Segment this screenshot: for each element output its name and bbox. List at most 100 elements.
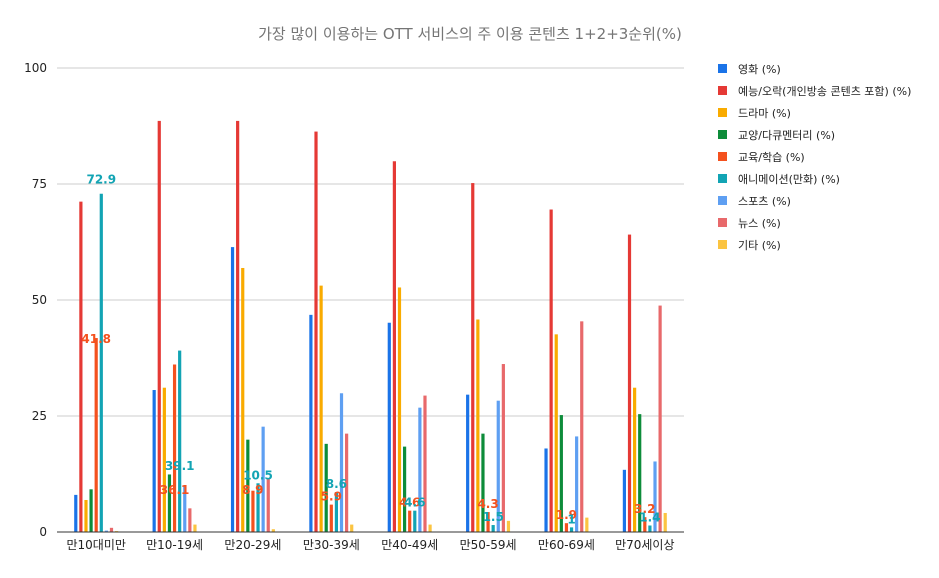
- bar-3-7: [345, 433, 349, 532]
- bar-1-8: [193, 524, 197, 532]
- bar-5-1: [471, 183, 475, 532]
- bar-6-5: [569, 527, 574, 532]
- data-label: 4.6: [404, 496, 425, 510]
- bar-2-6: [261, 426, 265, 532]
- bar-1-1: [157, 120, 161, 533]
- bar-4-1: [392, 161, 396, 532]
- data-label: 72.9: [86, 173, 116, 187]
- x-tick-label: 만10-19세: [146, 538, 203, 552]
- data-label: 4.6: [399, 496, 420, 510]
- bars: [74, 120, 667, 533]
- data-label: 4.3: [477, 497, 498, 511]
- chart-title: 가장 많이 이용하는 OTT 서비스의 주 이용 콘텐츠 1+2+3순위(%): [258, 25, 682, 43]
- legend-swatch: [718, 152, 727, 161]
- bar-3-5: [334, 492, 339, 532]
- bar-6-8: [585, 517, 589, 532]
- bar-3-3: [324, 443, 328, 532]
- bar-0-0: [74, 494, 78, 532]
- data-label: 8.6: [326, 477, 347, 491]
- legend-swatch: [718, 240, 727, 249]
- bar-1-2: [162, 387, 166, 532]
- legend-label: 스포츠 (%): [738, 195, 791, 208]
- bar-5-2: [476, 319, 480, 532]
- data-label: 39.1: [165, 459, 195, 473]
- y-axis-ticks: 0 25 50 75 100: [24, 61, 47, 539]
- x-tick-label: 만60-69세: [538, 538, 595, 552]
- x-tick-label: 만40-49세: [381, 538, 438, 552]
- bar-2-2: [241, 267, 245, 532]
- bar-7-4: [643, 517, 647, 532]
- bar-5-4: [486, 512, 490, 532]
- legend-label: 드라마 (%): [738, 107, 791, 120]
- bar-1-3: [167, 474, 172, 532]
- bar-0-2: [84, 499, 88, 532]
- y-tick-label: 50: [32, 293, 47, 307]
- data-label: 1: [567, 512, 575, 526]
- bar-6-0: [544, 448, 548, 532]
- gridlines: [57, 67, 684, 417]
- bar-3-6: [339, 393, 344, 532]
- legend-label: 애니메이션(만화) (%): [738, 173, 840, 186]
- bar-7-2: [633, 387, 637, 532]
- bar-3-0: [309, 314, 313, 532]
- data-label: 5.9: [321, 490, 342, 504]
- legend-swatch: [718, 108, 727, 117]
- bar-5-8: [506, 520, 511, 532]
- bar-7-8: [663, 512, 667, 532]
- bar-2-1: [236, 120, 240, 533]
- x-tick-label: 만20-29세: [224, 538, 281, 552]
- bar-6-2: [554, 334, 558, 532]
- y-tick-label: 75: [32, 177, 47, 191]
- bar-0-4: [94, 338, 98, 532]
- legend-swatch: [718, 196, 727, 205]
- bar-4-6: [418, 407, 422, 532]
- bar-0-1: [79, 201, 83, 532]
- bar-4-4: [408, 510, 412, 532]
- bar-4-5: [413, 510, 417, 532]
- bar-6-6: [575, 436, 579, 532]
- bar-1-6: [183, 486, 187, 532]
- legend-label: 교양/다큐멘터리 (%): [738, 129, 835, 142]
- legend: 영화 (%) 예능/오락(개인방송 콘텐츠 포함) (%) 드라마 (%) 교양/다큐…: [718, 63, 911, 252]
- bar-5-5: [491, 525, 495, 532]
- bar-7-3: [638, 414, 642, 532]
- bar-2-3: [246, 439, 250, 532]
- bar-1-0: [152, 390, 156, 532]
- bar-0-7: [109, 527, 114, 532]
- x-axis-ticks: 만10대미만 만10-19세 만20-29세 만30-39세 만40-49세 만50-59…: [66, 538, 674, 552]
- bar-1-7: [188, 508, 192, 532]
- x-tick-label: 만30-39세: [303, 538, 360, 552]
- legend-label: 영화 (%): [738, 63, 781, 76]
- bar-5-6: [496, 400, 500, 532]
- bar-4-8: [428, 524, 432, 532]
- x-tick-label: 만50-59세: [460, 538, 517, 552]
- y-tick-label: 100: [24, 61, 47, 75]
- bar-6-4: [564, 523, 569, 532]
- bar-5-7: [501, 364, 505, 532]
- legend-swatch: [718, 64, 727, 73]
- bar-7-7: [658, 305, 662, 532]
- bar-3-1: [314, 131, 318, 532]
- bar-0-5: [99, 193, 103, 533]
- bar-3-4: [329, 504, 333, 532]
- data-label: 3.2: [634, 502, 655, 516]
- legend-swatch: [718, 218, 727, 227]
- x-tick-label: 만70세이상: [615, 538, 674, 552]
- bar-1-4: [172, 364, 177, 532]
- legend-label: 교육/학습 (%): [738, 151, 805, 164]
- legend-swatch: [718, 130, 727, 139]
- data-label: 41.8: [81, 332, 111, 346]
- data-label: 1.5: [483, 510, 504, 524]
- bar-2-8: [271, 529, 275, 532]
- legend-swatch: [718, 86, 727, 95]
- bar-3-8: [350, 524, 354, 532]
- bar-4-0: [387, 322, 391, 532]
- bar-4-7: [423, 395, 427, 532]
- bar-4-2: [397, 287, 402, 532]
- bar-6-1: [549, 209, 553, 532]
- bar-6-3: [559, 415, 563, 532]
- bar-3-2: [319, 285, 323, 532]
- bar-5-0: [466, 394, 470, 532]
- bar-7-0: [622, 469, 627, 532]
